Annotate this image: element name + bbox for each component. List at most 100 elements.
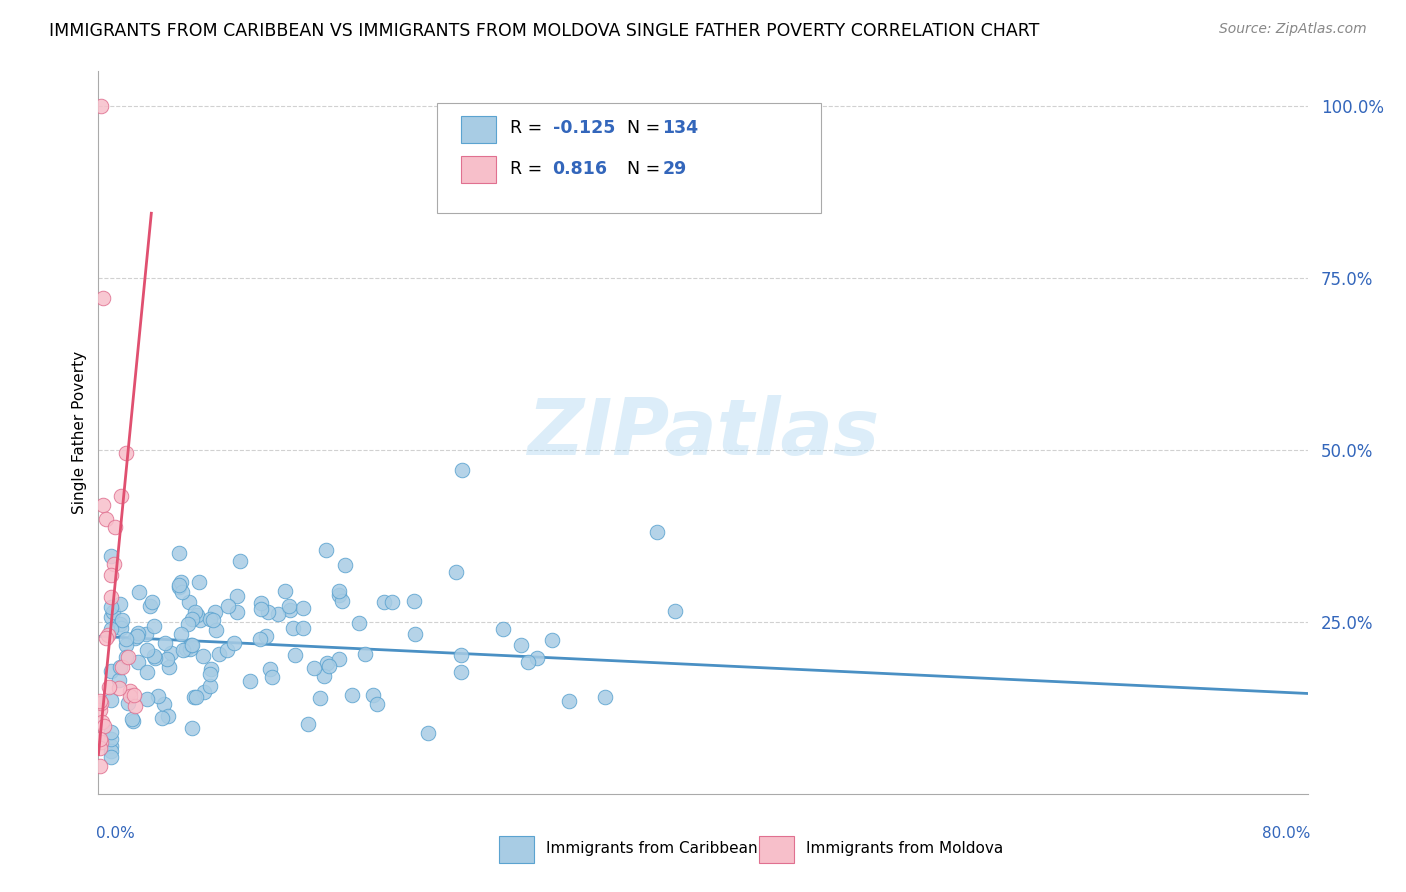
Point [100, 549, 122, 564]
Point [160, 646, 183, 660]
Point [291, 600, 314, 615]
Point [259, 662, 281, 676]
Point [205, 623, 228, 637]
Point [100, 739, 122, 753]
Point [143, 619, 166, 633]
Point [198, 666, 221, 681]
Point [315, 543, 337, 558]
Point [174, 642, 197, 657]
Point [136, 665, 159, 679]
Point [135, 643, 157, 657]
Point [446, 565, 468, 579]
Point [179, 642, 201, 657]
Point [200, 662, 222, 676]
Point [366, 697, 388, 711]
Point [100, 725, 122, 739]
Point [143, 649, 166, 664]
Point [100, 590, 122, 604]
Point [645, 525, 668, 540]
Point [181, 639, 204, 653]
Point [193, 685, 215, 699]
Point [115, 632, 138, 647]
Point [89, 694, 111, 708]
Point [90, 696, 112, 710]
Text: 0.0%: 0.0% [96, 826, 135, 841]
Point [254, 629, 277, 643]
Point [177, 617, 200, 632]
Y-axis label: Single Father Poverty: Single Father Poverty [72, 351, 87, 514]
Point [108, 617, 131, 632]
Point [153, 697, 176, 711]
Point [172, 585, 194, 599]
Text: Source: ZipAtlas.com: Source: ZipAtlas.com [1219, 22, 1367, 37]
Point [239, 673, 262, 688]
Point [118, 689, 141, 703]
Point [89, 741, 111, 756]
Point [94, 631, 117, 645]
Point [333, 558, 356, 573]
Point [184, 605, 207, 619]
Text: R =: R = [510, 120, 548, 137]
Point [204, 606, 226, 620]
Point [207, 647, 229, 661]
Point [100, 749, 122, 764]
Point [278, 599, 301, 613]
Point [157, 660, 180, 674]
Point [124, 631, 146, 645]
Point [593, 690, 616, 704]
Text: -0.125: -0.125 [553, 120, 614, 137]
Point [200, 612, 222, 626]
Point [229, 554, 252, 568]
Point [114, 638, 136, 652]
Point [363, 688, 385, 702]
Point [328, 588, 350, 602]
Point [181, 612, 204, 626]
Point [100, 664, 122, 678]
Point [169, 578, 191, 592]
Point [292, 621, 315, 635]
Point [104, 520, 127, 534]
Point [510, 638, 533, 652]
Point [100, 744, 122, 758]
Point [183, 690, 205, 704]
Point [304, 661, 326, 675]
Point [170, 575, 193, 590]
Point [172, 643, 194, 657]
Point [103, 557, 125, 571]
Point [418, 725, 440, 739]
Point [145, 651, 167, 665]
Point [225, 605, 247, 619]
Point [202, 613, 225, 627]
Text: 0.816: 0.816 [553, 160, 607, 178]
Point [100, 568, 122, 582]
Point [122, 688, 145, 702]
Point [312, 669, 335, 683]
Point [111, 613, 134, 627]
Point [281, 621, 304, 635]
Text: 29: 29 [662, 160, 686, 178]
Text: R =: R = [510, 160, 548, 178]
Text: IMMIGRANTS FROM CARIBBEAN VS IMMIGRANTS FROM MOLDOVA SINGLE FATHER POVERTY CORRE: IMMIGRANTS FROM CARIBBEAN VS IMMIGRANTS … [49, 22, 1039, 40]
Point [450, 648, 472, 662]
Point [224, 635, 246, 649]
Point [284, 648, 307, 662]
Point [115, 650, 138, 665]
Point [97, 628, 120, 642]
Point [267, 607, 290, 622]
Point [128, 584, 150, 599]
Point [540, 632, 562, 647]
Point [260, 669, 283, 683]
Point [110, 621, 132, 635]
Point [94, 511, 117, 525]
Text: N =: N = [616, 160, 665, 178]
Point [146, 690, 169, 704]
Point [274, 584, 297, 599]
Text: Immigrants from Caribbean: Immigrants from Caribbean [546, 841, 758, 855]
Point [450, 463, 472, 477]
Point [121, 712, 143, 726]
Point [280, 603, 302, 617]
Point [90, 99, 112, 113]
Point [101, 605, 124, 619]
Point [257, 605, 280, 619]
Point [89, 759, 111, 773]
